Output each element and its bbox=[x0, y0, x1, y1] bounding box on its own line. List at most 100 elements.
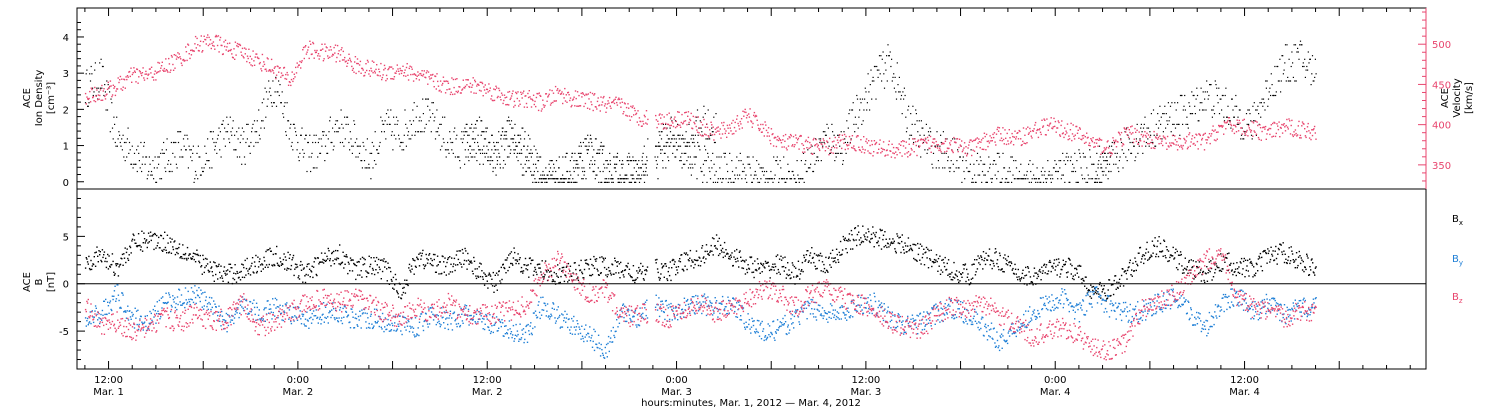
velocity-point bbox=[245, 48, 247, 50]
velocity-point bbox=[423, 70, 425, 72]
density-point bbox=[106, 80, 108, 82]
density-point bbox=[422, 113, 424, 115]
velocity-point bbox=[165, 69, 168, 71]
density-point bbox=[683, 152, 685, 154]
density-point bbox=[942, 131, 944, 133]
velocity-point bbox=[753, 111, 756, 114]
velocity-point bbox=[747, 121, 749, 123]
density-point bbox=[713, 141, 716, 144]
density-point bbox=[1026, 170, 1028, 173]
density-point bbox=[246, 138, 248, 140]
velocity-point bbox=[1169, 142, 1171, 144]
bx-point bbox=[877, 240, 879, 242]
bx-point bbox=[95, 251, 97, 253]
bx-point bbox=[631, 276, 633, 279]
density-point bbox=[697, 141, 699, 144]
bx-point bbox=[753, 276, 755, 279]
bx-point bbox=[581, 272, 584, 275]
density-point bbox=[696, 109, 699, 111]
density-point bbox=[512, 141, 514, 144]
density-point bbox=[1125, 127, 1128, 129]
density-point bbox=[168, 160, 170, 162]
density-point bbox=[582, 141, 584, 144]
bx-point bbox=[611, 264, 614, 266]
density-point bbox=[1114, 152, 1116, 154]
velocity-point bbox=[565, 94, 567, 96]
velocity-point bbox=[1162, 144, 1164, 147]
velocity-point bbox=[706, 123, 708, 125]
density-point bbox=[481, 149, 483, 151]
bx-point bbox=[695, 250, 698, 252]
velocity-point bbox=[857, 135, 859, 137]
velocity-point bbox=[118, 81, 120, 84]
velocity-point bbox=[148, 73, 150, 75]
bx-point bbox=[636, 270, 638, 272]
velocity-point bbox=[814, 144, 817, 146]
density-point bbox=[1088, 178, 1090, 180]
bx-point bbox=[841, 249, 844, 251]
velocity-point bbox=[1008, 129, 1010, 131]
velocity-point bbox=[850, 139, 852, 141]
velocity-point bbox=[640, 120, 642, 123]
velocity-point bbox=[391, 78, 393, 80]
density-point bbox=[635, 170, 637, 173]
density-point bbox=[201, 167, 203, 169]
density-point bbox=[356, 145, 358, 147]
velocity-point bbox=[527, 96, 530, 99]
bx-point bbox=[349, 270, 351, 272]
density-point bbox=[192, 152, 194, 154]
bx-point bbox=[595, 258, 598, 260]
density-point bbox=[327, 138, 329, 140]
velocity-point bbox=[549, 89, 551, 91]
density-point bbox=[569, 160, 571, 162]
density-point bbox=[913, 141, 915, 144]
velocity-point bbox=[1085, 141, 1087, 144]
density-point bbox=[121, 138, 123, 140]
bx-point bbox=[739, 250, 741, 252]
velocity-point bbox=[1084, 136, 1086, 138]
density-point bbox=[386, 123, 388, 125]
velocity-point bbox=[310, 43, 312, 45]
bx-point bbox=[183, 257, 185, 260]
density-point bbox=[521, 152, 523, 154]
density-point bbox=[439, 123, 441, 125]
bx-point bbox=[773, 269, 775, 271]
density-point bbox=[1045, 178, 1047, 180]
density-point bbox=[986, 181, 988, 183]
velocity-point bbox=[508, 104, 510, 106]
density-point bbox=[1307, 69, 1309, 71]
velocity-point bbox=[757, 124, 759, 126]
density-point bbox=[637, 178, 639, 180]
density-point bbox=[472, 131, 474, 133]
density-point bbox=[928, 134, 930, 136]
bx-point bbox=[495, 272, 498, 274]
bx-point bbox=[241, 263, 243, 265]
density-point bbox=[1304, 76, 1306, 78]
velocity-point bbox=[395, 72, 397, 74]
density-point bbox=[393, 116, 395, 118]
density-point bbox=[574, 152, 576, 154]
velocity-point bbox=[385, 74, 388, 77]
velocity-point bbox=[142, 67, 144, 69]
bx-point bbox=[736, 257, 739, 260]
density-point bbox=[285, 134, 287, 136]
density-point bbox=[224, 127, 226, 129]
velocity-point bbox=[177, 57, 180, 59]
density-point bbox=[815, 160, 817, 162]
density-point bbox=[636, 163, 638, 165]
density-point bbox=[506, 120, 508, 122]
density-point bbox=[910, 113, 912, 115]
density-point bbox=[580, 145, 582, 147]
velocity-point bbox=[359, 60, 362, 63]
density-point bbox=[1261, 98, 1263, 100]
velocity-point bbox=[139, 71, 141, 73]
density-point bbox=[673, 145, 675, 147]
density-point bbox=[626, 156, 629, 158]
density-point bbox=[1301, 44, 1303, 46]
bx-point bbox=[368, 255, 370, 257]
velocity-point bbox=[1250, 131, 1252, 133]
bx-point bbox=[361, 256, 364, 259]
bx-point bbox=[439, 261, 441, 263]
velocity-point bbox=[190, 54, 193, 56]
velocity-point bbox=[472, 77, 474, 79]
